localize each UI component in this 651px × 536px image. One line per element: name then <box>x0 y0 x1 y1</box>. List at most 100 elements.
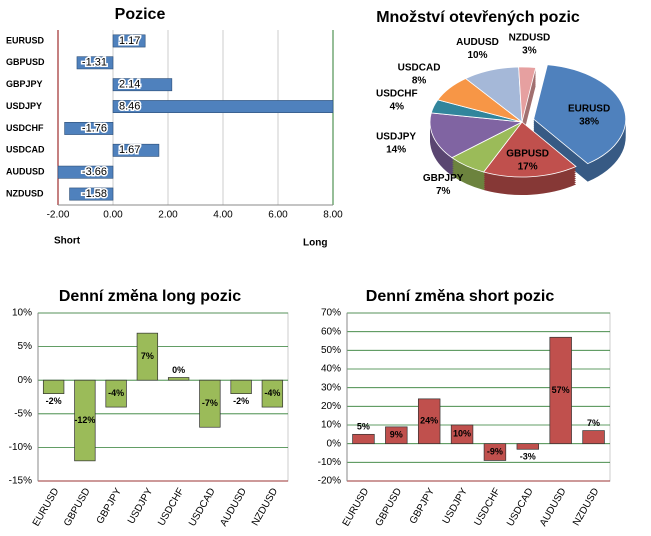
x-tick-label: USDJPY <box>441 486 470 526</box>
category-label: USDJPY <box>6 101 42 111</box>
y-tick-label: -5% <box>14 408 32 419</box>
bar <box>69 187 114 201</box>
chart-title: Denní změna short pozic <box>366 288 555 305</box>
slice-label: GBPUSD <box>506 149 549 160</box>
value-label: 9% <box>390 430 403 440</box>
slice-label: USDCAD <box>398 63 441 74</box>
y-tick-label: 50% <box>321 345 341 356</box>
category-label: EURUSD <box>6 35 45 45</box>
y-tick-label: 10% <box>321 420 341 431</box>
bar <box>261 379 284 408</box>
y-tick-label: 0% <box>327 438 342 449</box>
y-tick-label: 0% <box>18 375 33 386</box>
y-tick-label: -15% <box>9 476 32 487</box>
bar <box>105 379 127 408</box>
value-label: 1.67 <box>119 144 140 156</box>
y-tick-label: 30% <box>321 382 341 393</box>
category-label: NZDUSD <box>6 188 44 198</box>
bar <box>112 34 146 48</box>
x-tick-label: EURUSD <box>341 486 372 528</box>
value-label: -12% <box>74 415 95 425</box>
x-tick-label: 4.00 <box>213 210 233 221</box>
x-tick-label: 6.00 <box>268 210 288 221</box>
slice-value-label: 14% <box>386 144 406 155</box>
value-label: 57% <box>552 385 570 395</box>
x-tick-label: USDCAD <box>187 486 218 528</box>
y-tick-label: -10% <box>9 442 32 453</box>
bar <box>64 122 114 135</box>
x-tick-label: GBPJPY <box>95 486 124 526</box>
bar <box>483 443 507 461</box>
bar <box>352 433 375 445</box>
value-label: 10% <box>453 429 471 439</box>
value-label: -3% <box>520 452 536 462</box>
value-label: -9% <box>487 446 503 456</box>
bar <box>549 336 572 445</box>
value-label: -2% <box>233 396 249 406</box>
bar <box>199 379 221 428</box>
y-tick-label: -20% <box>318 476 341 487</box>
bar <box>417 398 441 445</box>
chart-title: Množství otevřených pozic <box>376 9 580 26</box>
y-tick-label: 5% <box>18 341 33 352</box>
x-tick-label: USDCAD <box>505 486 536 528</box>
y-tick-label: -10% <box>318 457 341 468</box>
y-tick-label: 40% <box>321 364 341 375</box>
slice-value-label: 17% <box>518 162 538 173</box>
value-label: -4% <box>264 388 280 398</box>
annotation: Long <box>303 238 327 249</box>
slice-label: NZDUSD <box>509 33 551 44</box>
y-tick-label: 70% <box>321 308 341 319</box>
bar <box>450 424 474 445</box>
value-label: -4% <box>108 388 124 398</box>
slice-value-label: 3% <box>522 46 537 57</box>
x-tick-label: NZDUSD <box>571 486 601 528</box>
bar <box>112 143 160 157</box>
x-tick-label: USDCHF <box>156 486 186 528</box>
bar <box>230 379 252 394</box>
annotation: Short <box>54 236 81 247</box>
x-tick-label: GBPUSD <box>62 486 93 528</box>
slice <box>482 121 577 178</box>
slice-value-label: 38% <box>579 117 599 128</box>
bar <box>76 56 114 70</box>
slice-value-label: 10% <box>467 50 487 61</box>
category-label: GBPJPY <box>6 79 43 89</box>
slice-label: EURUSD <box>568 104 610 115</box>
category-label: GBPUSD <box>6 57 45 67</box>
value-label: 24% <box>420 416 438 426</box>
x-tick-label: 0.00 <box>103 210 123 221</box>
chart-title: Pozice <box>115 6 166 23</box>
slice <box>518 66 537 123</box>
x-tick-label: 2.00 <box>158 210 178 221</box>
value-label: -1.58 <box>82 188 107 200</box>
value-label: 1.17 <box>119 35 140 47</box>
value-label: 5% <box>357 422 370 432</box>
x-tick-label: GBPUSD <box>374 486 405 528</box>
category-label: USDCHF <box>6 123 44 133</box>
category-label: USDCAD <box>6 145 45 155</box>
value-label: 7% <box>587 418 600 428</box>
x-tick-label: NZDUSD <box>250 486 280 528</box>
category-label: AUDUSD <box>6 167 45 177</box>
slice-value-label: 8% <box>412 76 427 87</box>
slice-label: AUDUSD <box>456 37 499 48</box>
x-tick-label: 8.00 <box>323 210 343 221</box>
x-tick-label: AUDUSD <box>218 486 249 528</box>
x-tick-label: USDCHF <box>472 486 502 528</box>
value-label: -7% <box>202 398 218 408</box>
slice-label: GBPJPY <box>423 173 464 184</box>
value-label: -1.76 <box>82 122 107 134</box>
bar <box>136 332 159 381</box>
slice-label: USDCHF <box>376 88 418 99</box>
bar <box>57 165 114 179</box>
x-tick-label: -2.00 <box>47 210 70 221</box>
value-label: 0% <box>172 365 185 375</box>
bar <box>112 78 173 92</box>
bar <box>112 100 334 113</box>
value-label: -2% <box>46 396 62 406</box>
x-tick-label: AUDUSD <box>538 486 569 528</box>
chart-title: Denní změna long pozic <box>59 288 241 305</box>
